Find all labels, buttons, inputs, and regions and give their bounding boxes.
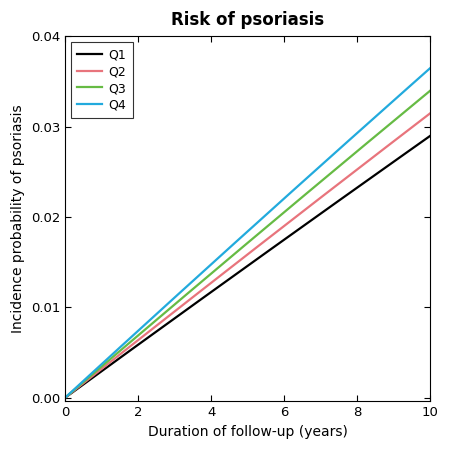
Q3 bbox=[313, 183, 319, 189]
Q2 bbox=[428, 110, 433, 116]
Q2 bbox=[354, 167, 359, 173]
Q2 bbox=[347, 172, 353, 178]
Q1 bbox=[428, 133, 433, 138]
Q4 bbox=[223, 248, 229, 254]
Q3 bbox=[62, 395, 68, 400]
Line: Q4: Q4 bbox=[65, 68, 431, 398]
Q4 bbox=[354, 131, 359, 136]
Q3 bbox=[428, 88, 433, 93]
Line: Q1: Q1 bbox=[65, 135, 431, 398]
Q2 bbox=[223, 269, 229, 274]
Q4 bbox=[313, 167, 319, 173]
Q4 bbox=[99, 361, 105, 366]
Q1 bbox=[354, 185, 359, 191]
Q2 bbox=[99, 366, 105, 371]
Q1 bbox=[99, 368, 105, 373]
Legend: Q1, Q2, Q3, Q4: Q1, Q2, Q3, Q4 bbox=[71, 42, 133, 118]
Q2 bbox=[210, 279, 216, 284]
Q2 bbox=[62, 395, 68, 400]
Q4 bbox=[62, 395, 68, 400]
Q1 bbox=[313, 214, 319, 220]
Q3 bbox=[99, 363, 105, 369]
Q2 bbox=[313, 198, 319, 204]
X-axis label: Duration of follow-up (years): Duration of follow-up (years) bbox=[148, 425, 347, 439]
Line: Q2: Q2 bbox=[65, 113, 431, 398]
Q3 bbox=[210, 270, 216, 275]
Q3 bbox=[347, 154, 353, 160]
Q1 bbox=[223, 279, 229, 284]
Q3 bbox=[223, 258, 229, 264]
Q4 bbox=[347, 137, 353, 142]
Q1 bbox=[62, 395, 68, 400]
Q3 bbox=[354, 149, 359, 154]
Q1 bbox=[210, 288, 216, 293]
Q4 bbox=[428, 65, 433, 71]
Y-axis label: Incidence probability of psoriasis: Incidence probability of psoriasis bbox=[11, 104, 25, 333]
Title: Risk of psoriasis: Risk of psoriasis bbox=[171, 11, 324, 29]
Q4 bbox=[210, 260, 216, 265]
Q1 bbox=[347, 190, 353, 195]
Line: Q3: Q3 bbox=[65, 90, 431, 398]
